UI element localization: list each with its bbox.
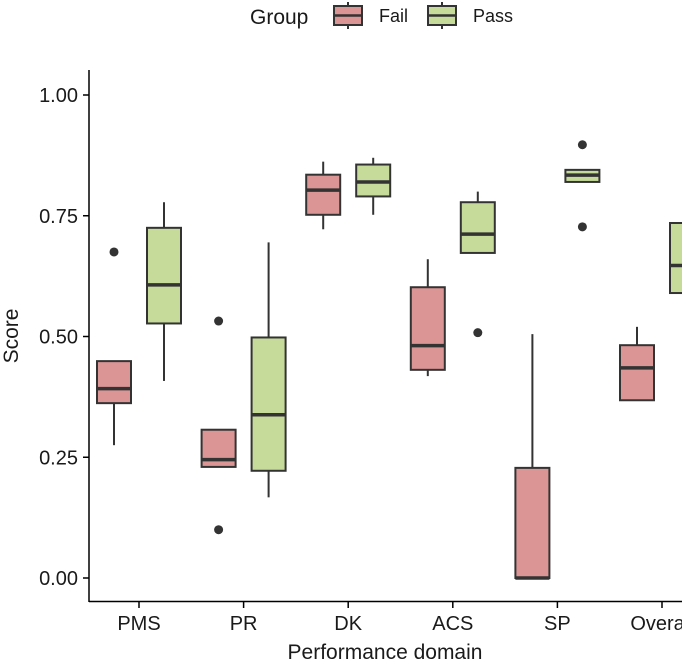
x-tick-label-dk: DK	[334, 613, 362, 635]
box-fail-pr-outlier-1	[214, 316, 224, 326]
legend: Group Fail Pass	[250, 2, 513, 29]
y-tick-label-3: 0.75	[39, 206, 78, 228]
y-tick-label-0: 0.00	[39, 568, 78, 590]
legend-label-pass: Pass	[473, 6, 513, 26]
x-axis-title: Performance domain	[288, 641, 483, 661]
box-fail-dk	[305, 161, 342, 230]
box-pass-dk	[355, 157, 392, 215]
box-pass-acs	[459, 191, 496, 338]
y-tick-label-2: 0.50	[39, 327, 78, 349]
legend-label-fail: Fail	[379, 6, 408, 26]
y-tick-label-1: 0.25	[39, 447, 78, 469]
legend-entry-pass: Pass	[427, 2, 513, 29]
box-pass-sp	[564, 140, 601, 232]
legend-entry-fail: Fail	[333, 2, 408, 29]
box-pass-pr	[250, 242, 287, 498]
y-axis-title: Score	[0, 309, 23, 364]
legend-title: Group	[250, 6, 308, 29]
x-tick-label-pr: PR	[230, 613, 258, 635]
box-fail-acs	[409, 259, 446, 377]
box-fail-overall-iqr	[619, 344, 655, 402]
box-fail-pms-outlier-0	[109, 247, 119, 257]
box-pass-acs-iqr	[459, 201, 496, 254]
box-fail-acs-iqr	[409, 286, 446, 371]
box-fail-sp	[514, 334, 551, 580]
x-tick-label-overall: Overall	[630, 613, 682, 635]
x-tick-label-acs: ACS	[432, 613, 473, 635]
box-pass-pr-iqr	[250, 336, 287, 472]
box-pass-pms	[146, 202, 182, 381]
x-tick-label-sp: SP	[544, 613, 571, 635]
box-groups	[96, 140, 682, 580]
box-fail-overall	[619, 326, 655, 402]
box-fail-sp-iqr	[514, 466, 551, 580]
box-pass-overall	[669, 221, 682, 295]
x-tick-label-pms: PMS	[117, 613, 160, 635]
box-pass-acs-outlier-0	[473, 328, 483, 338]
box-pass-sp-outlier-1	[577, 140, 587, 150]
y-axis-ticks: 0.00 0.25 0.50 0.75 1.00	[39, 85, 89, 590]
box-pass-pms-iqr	[146, 226, 182, 325]
box-fail-pms-iqr	[96, 360, 132, 405]
x-axis-ticks: PMS PR DK ACS SP Overall	[117, 602, 682, 635]
box-pass-overall-iqr	[669, 221, 682, 295]
box-fail-pr	[200, 316, 237, 535]
box-fail-pr-outlier-0	[214, 525, 224, 535]
y-tick-label-4: 1.00	[39, 85, 78, 107]
box-fail-dk-iqr	[305, 173, 342, 216]
box-fail-pms	[96, 247, 132, 446]
box-pass-sp-outlier-0	[577, 222, 587, 232]
